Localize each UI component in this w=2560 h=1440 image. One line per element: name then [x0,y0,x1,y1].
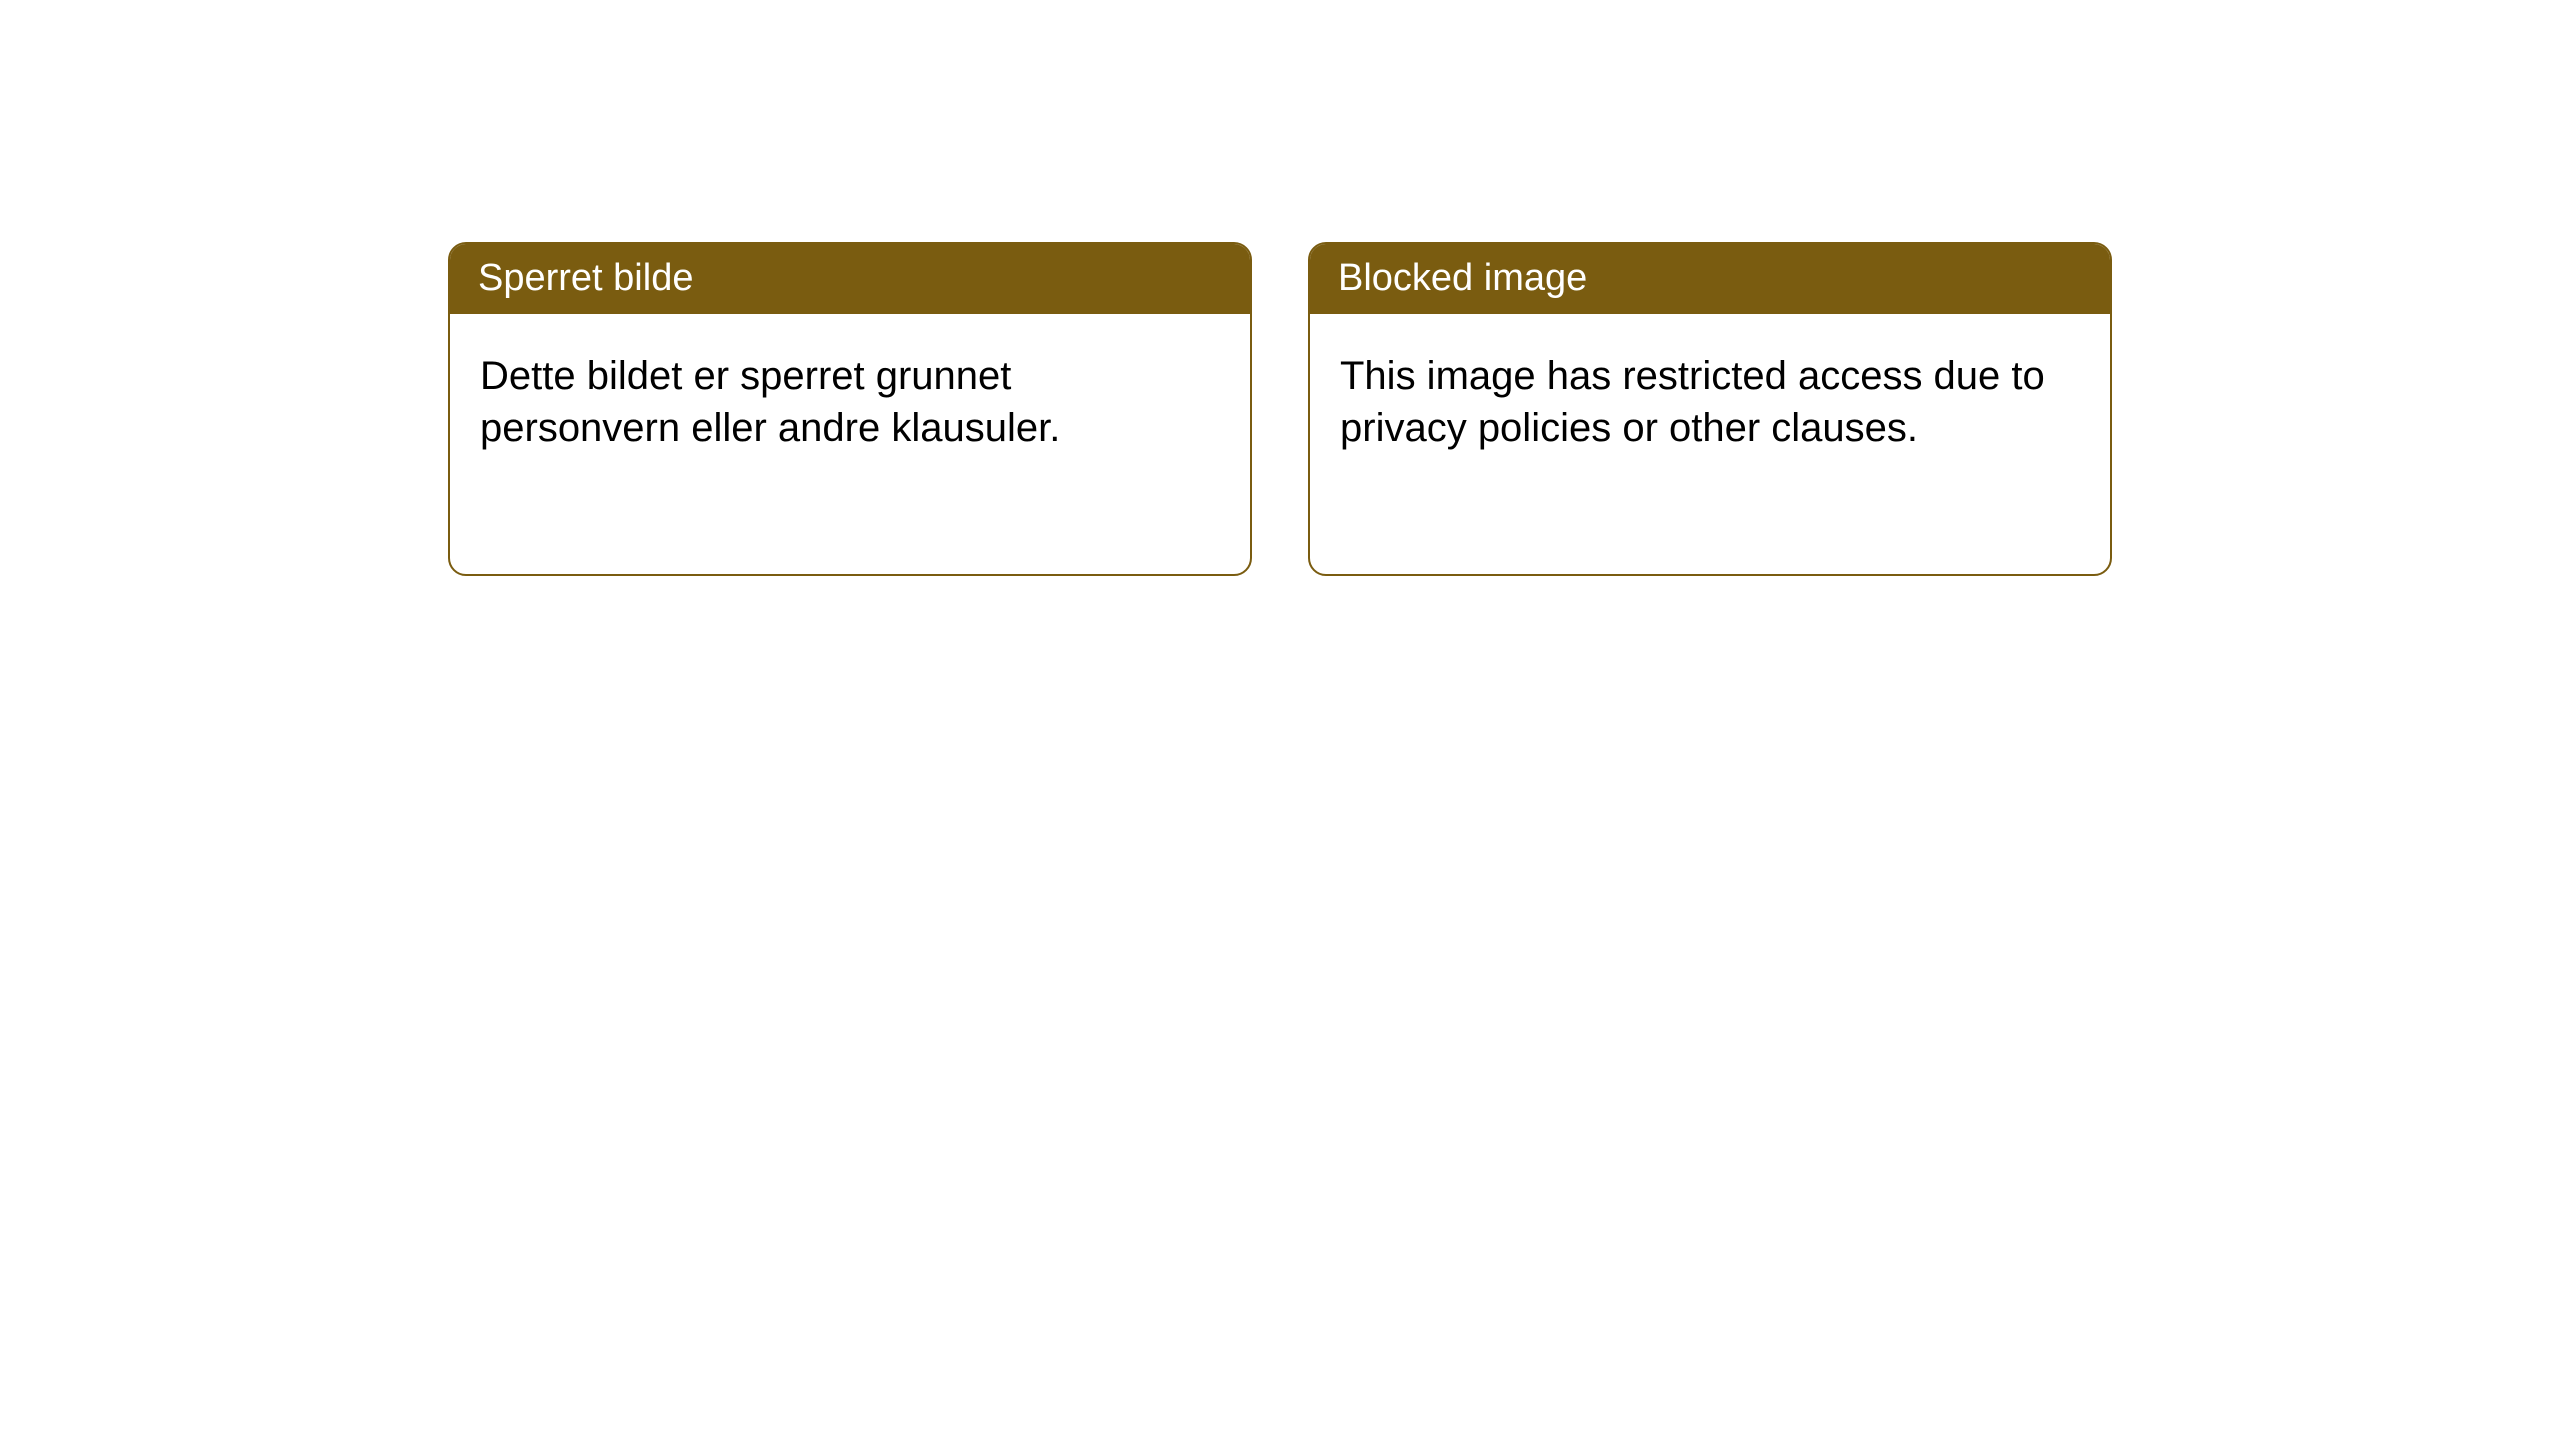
notice-container: Sperret bilde Dette bildet er sperret gr… [448,242,2112,576]
notice-box-norwegian: Sperret bilde Dette bildet er sperret gr… [448,242,1252,576]
notice-body-english: This image has restricted access due to … [1310,314,2110,490]
notice-header-norwegian: Sperret bilde [450,244,1250,314]
notice-header-english: Blocked image [1310,244,2110,314]
notice-body-norwegian: Dette bildet er sperret grunnet personve… [450,314,1250,490]
notice-box-english: Blocked image This image has restricted … [1308,242,2112,576]
